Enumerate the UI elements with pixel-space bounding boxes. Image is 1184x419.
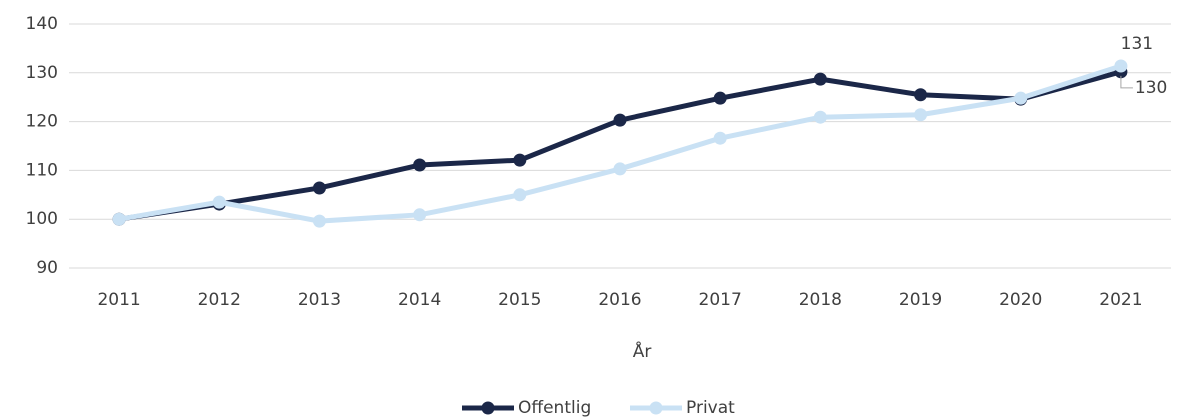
legend-label: Offentlig	[518, 398, 591, 418]
data-point	[513, 188, 527, 202]
data-point	[413, 158, 427, 172]
x-tick-label: 2014	[398, 290, 441, 310]
x-axis-label: År	[633, 340, 652, 362]
x-tick-label: 2019	[899, 290, 942, 310]
data-label: 131	[1121, 34, 1153, 54]
y-tick-label: 120	[26, 112, 58, 132]
data-point	[813, 110, 827, 124]
y-tick-label: 100	[26, 209, 58, 229]
data-point	[613, 113, 627, 127]
data-point	[312, 214, 326, 228]
x-tick-label: 2016	[598, 290, 641, 310]
y-tick-label: 110	[26, 160, 58, 180]
legend-marker	[649, 401, 663, 415]
data-point	[914, 108, 928, 122]
y-tick-label: 130	[26, 63, 58, 83]
data-point	[212, 195, 226, 209]
data-point	[112, 212, 126, 226]
x-tick-label: 2011	[97, 290, 140, 310]
data-point	[613, 162, 627, 176]
data-label: 130	[1135, 78, 1167, 98]
data-point	[1014, 91, 1028, 105]
data-point	[413, 208, 427, 222]
series-line	[118, 69, 1122, 222]
y-tick-label: 140	[26, 14, 58, 34]
data-point	[312, 181, 326, 195]
x-tick-label: 2017	[699, 290, 742, 310]
data-point	[713, 131, 727, 145]
data-point	[914, 88, 928, 102]
x-tick-label: 2015	[498, 290, 541, 310]
x-tick-label: 2018	[799, 290, 842, 310]
data-point	[713, 91, 727, 105]
x-tick-label: 2012	[198, 290, 241, 310]
legend-marker	[481, 401, 495, 415]
x-tick-label: 2020	[999, 290, 1042, 310]
y-tick-label: 90	[36, 258, 58, 278]
data-point	[513, 153, 527, 167]
x-tick-label: 2013	[298, 290, 341, 310]
leader-line	[1120, 75, 1133, 89]
x-tick-label: 2021	[1099, 290, 1142, 310]
data-point	[813, 72, 827, 86]
data-point	[1114, 59, 1128, 73]
legend-label: Privat	[686, 398, 735, 418]
